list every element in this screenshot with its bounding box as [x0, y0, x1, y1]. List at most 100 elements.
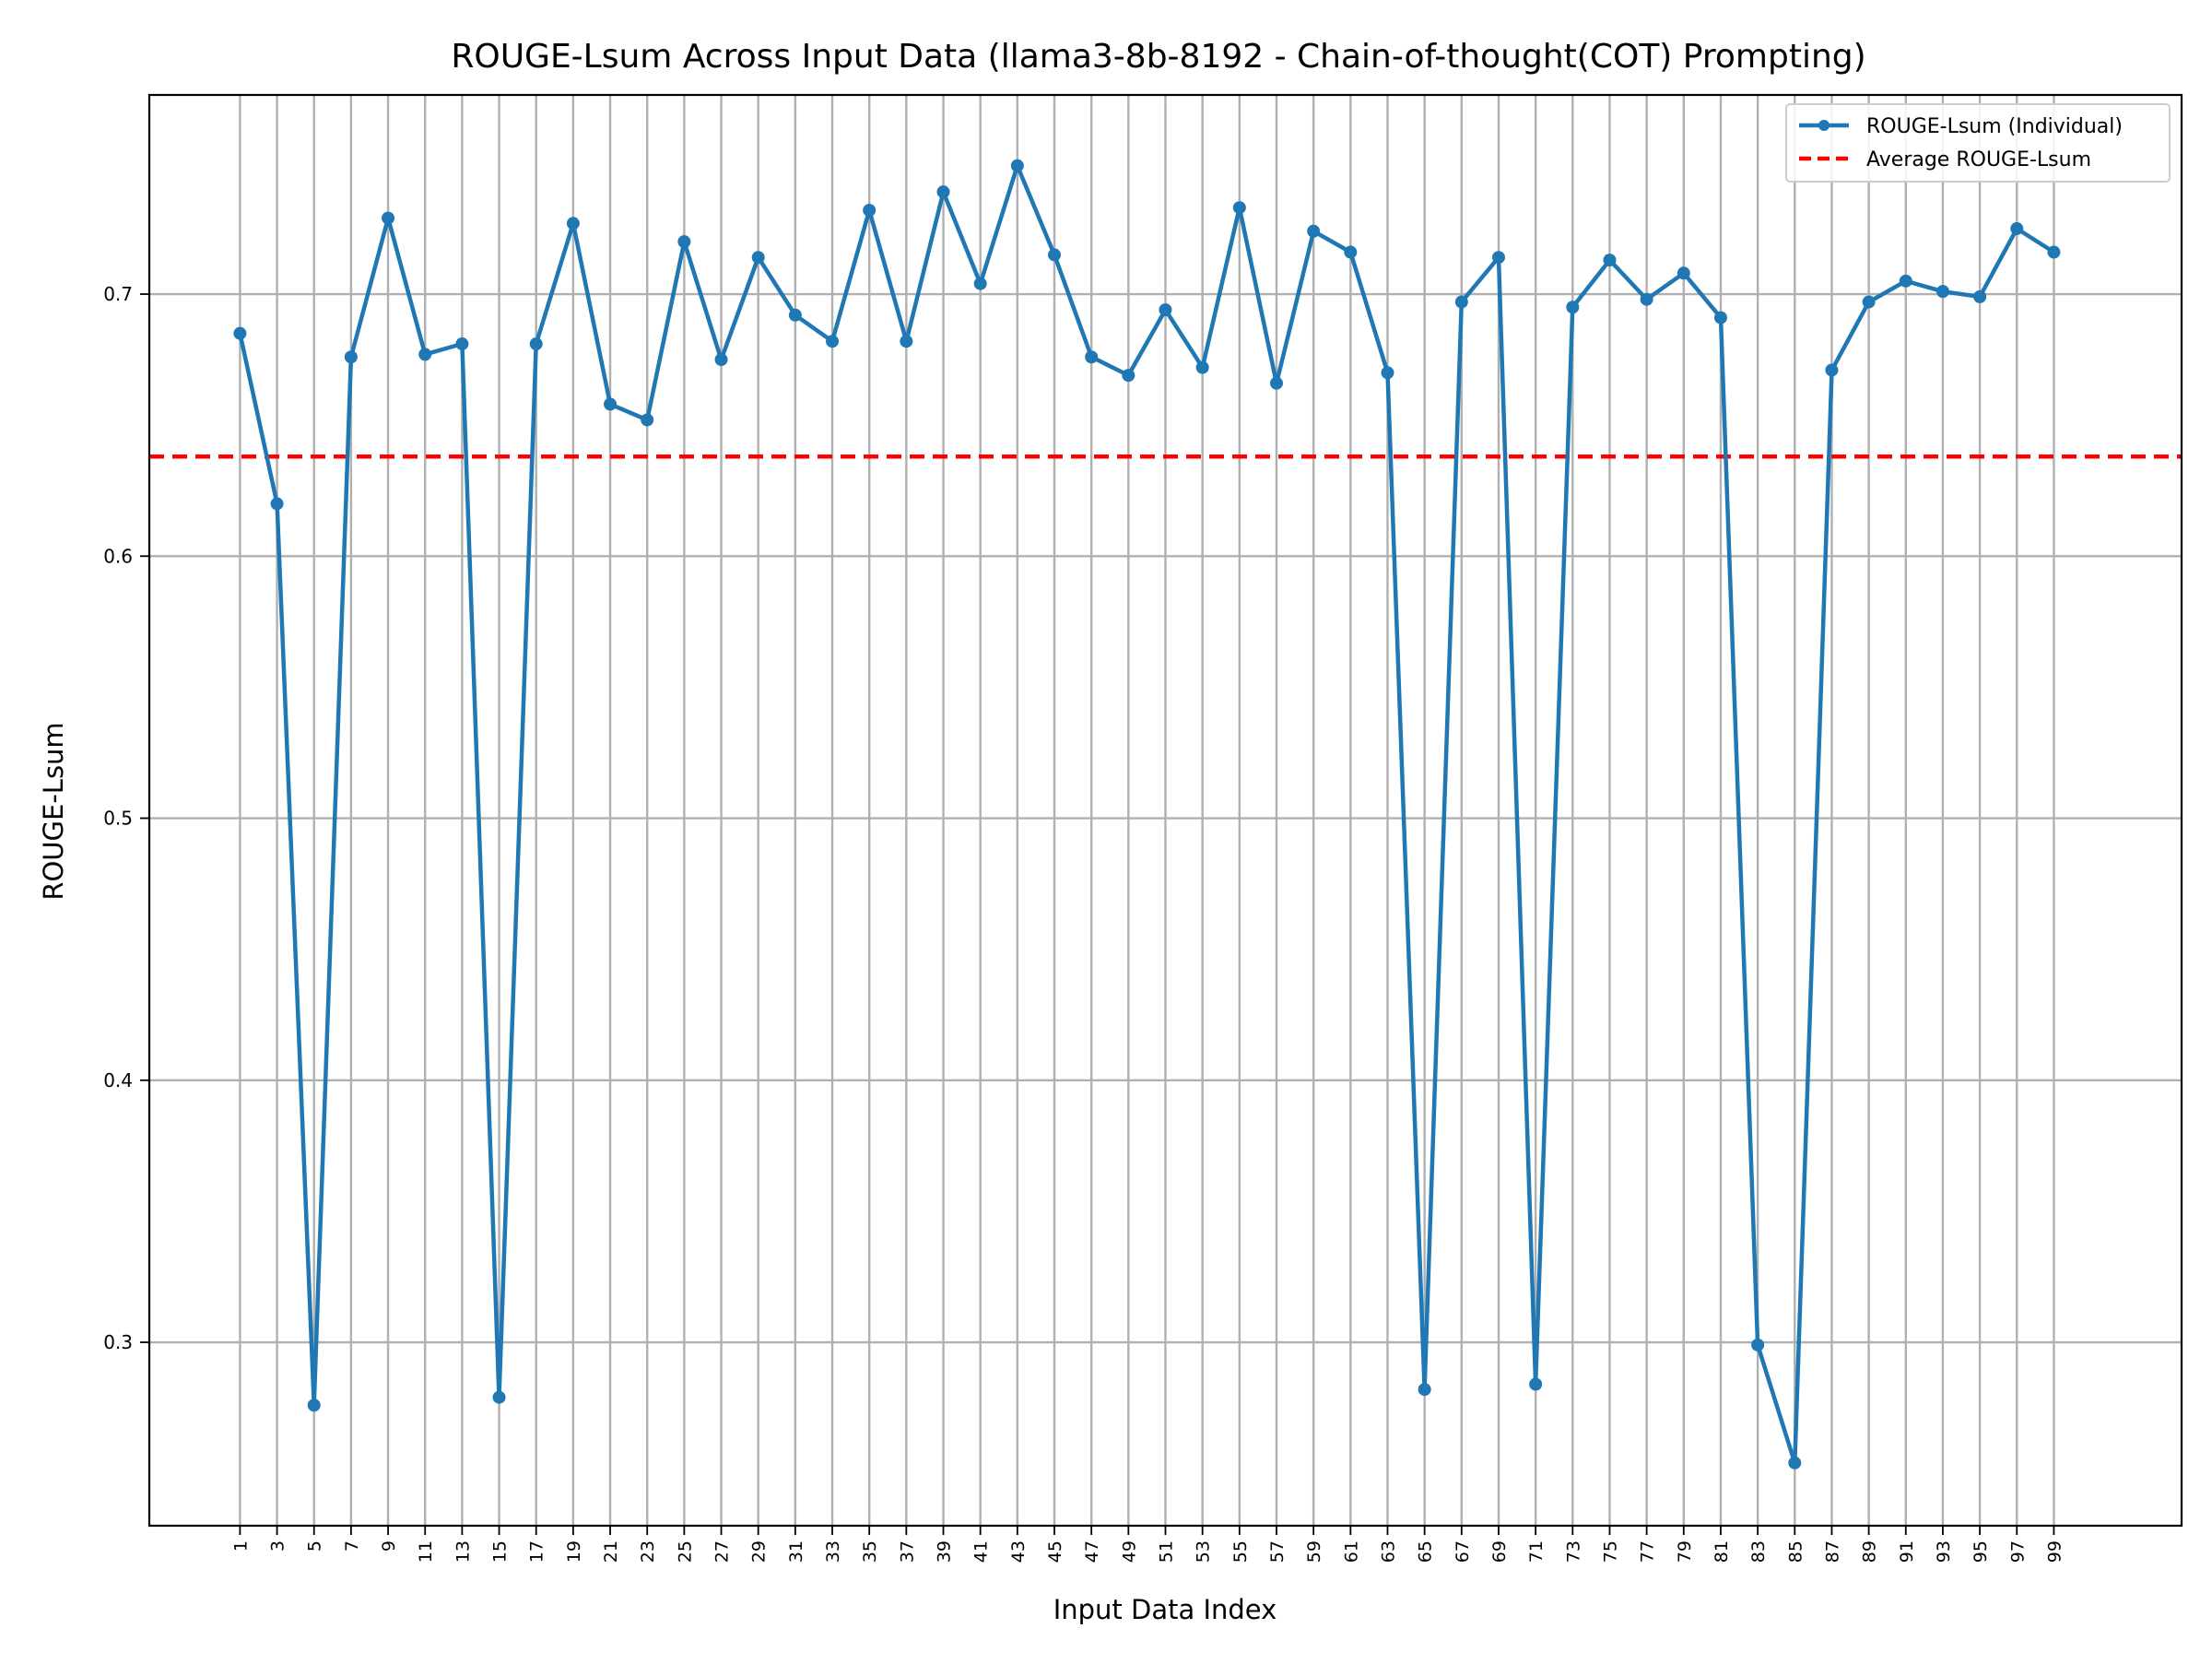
data-point [270, 497, 284, 511]
legend-label-average: Average ROUGE-Lsum [1866, 148, 2091, 171]
x-tick-label: 45 [1045, 1540, 1065, 1563]
x-tick-label: 17 [527, 1540, 547, 1563]
data-point [677, 235, 691, 249]
data-point [826, 335, 840, 348]
data-point [233, 326, 247, 340]
data-point [973, 277, 987, 290]
x-tick-label: 21 [601, 1540, 621, 1563]
x-axis-label: Input Data Index [1053, 1594, 1277, 1625]
data-point [1936, 285, 1949, 299]
x-tick-label: 43 [1008, 1540, 1029, 1563]
x-tick-label: 37 [897, 1540, 917, 1563]
data-point [1122, 369, 1135, 383]
x-tick-label: 83 [1748, 1540, 1769, 1563]
x-tick-label: 13 [453, 1540, 473, 1563]
x-tick-label: 63 [1378, 1540, 1398, 1563]
data-point [344, 350, 358, 364]
data-point [1307, 224, 1321, 238]
data-point [2010, 221, 2024, 235]
x-tick-label: 55 [1230, 1540, 1251, 1563]
legend: ROUGE-Lsum (Individual) Average ROUGE-Ls… [1785, 103, 2171, 183]
x-tick-label: 1 [230, 1540, 251, 1552]
series-layer [233, 159, 2061, 1469]
y-tick-label: 0.4 [103, 1069, 133, 1092]
data-point [751, 251, 765, 265]
legend-label-individual: ROUGE-Lsum (Individual) [1866, 115, 2123, 138]
x-tick-label: 39 [935, 1540, 955, 1563]
data-point [863, 204, 877, 218]
data-point [1529, 1377, 1543, 1391]
legend-marker-individual [1818, 120, 1830, 131]
x-tick-label: 27 [712, 1540, 733, 1563]
y-tick-label: 0.6 [103, 545, 133, 567]
x-tick-label: 67 [1453, 1540, 1473, 1563]
x-tick-label: 77 [1638, 1540, 1658, 1563]
data-point [418, 348, 432, 361]
x-tick-label: 47 [1082, 1540, 1102, 1563]
x-tick-label: 57 [1267, 1540, 1288, 1563]
data-point [900, 335, 913, 348]
data-point [566, 217, 580, 230]
x-tick-label: 73 [1563, 1540, 1583, 1563]
x-tick-label: 23 [638, 1540, 658, 1563]
data-point [1603, 254, 1617, 267]
data-point [936, 185, 950, 199]
x-tick-label: 69 [1489, 1540, 1510, 1563]
legend-box [1785, 103, 2171, 183]
x-tick-label: 53 [1194, 1540, 1214, 1563]
data-point [455, 337, 469, 351]
x-tick-label: 29 [749, 1540, 770, 1563]
y-tick-label: 0.3 [103, 1331, 133, 1353]
data-point [1491, 251, 1505, 265]
x-tick-label: 85 [1785, 1540, 1806, 1563]
data-point [714, 353, 728, 367]
data-point [1788, 1456, 1802, 1469]
data-point [604, 397, 618, 411]
x-tick-label: 35 [860, 1540, 880, 1563]
x-tick-label: 81 [1712, 1540, 1732, 1563]
data-point [1269, 376, 1283, 390]
x-tick-label: 75 [1600, 1540, 1620, 1563]
data-point [1010, 159, 1024, 172]
data-point [1454, 295, 1468, 309]
x-tick-label: 59 [1304, 1540, 1324, 1563]
data-point [1566, 301, 1580, 314]
series-line-individual [238, 163, 2055, 1466]
x-tick-label: 93 [1934, 1540, 1954, 1563]
x-tick-label: 99 [2044, 1540, 2065, 1563]
y-axis-ticks: 0.3 0.4 0.5 0.6 0.7 [103, 283, 149, 1353]
data-point [788, 308, 802, 322]
data-point [2047, 245, 2061, 259]
data-point [1159, 303, 1172, 317]
data-point [1825, 363, 1839, 377]
data-point [1418, 1383, 1431, 1397]
grid-lines [149, 95, 2182, 1526]
x-tick-label: 79 [1675, 1540, 1695, 1563]
x-tick-label: 15 [490, 1540, 511, 1563]
x-tick-label: 65 [1416, 1540, 1436, 1563]
data-point [1640, 292, 1653, 306]
x-tick-label: 3 [268, 1540, 288, 1552]
data-point [1381, 366, 1394, 380]
y-tick-label: 0.7 [103, 283, 133, 305]
x-tick-label: 95 [1971, 1540, 1991, 1563]
data-point [1899, 274, 1912, 288]
data-point [1048, 248, 1062, 262]
x-tick-label: 61 [1341, 1540, 1361, 1563]
data-point [1751, 1338, 1765, 1351]
data-point [1344, 245, 1358, 259]
x-tick-label: 49 [1119, 1540, 1139, 1563]
x-tick-label: 97 [2007, 1540, 2028, 1563]
data-point [1973, 289, 1987, 303]
data-point [1085, 350, 1099, 364]
x-tick-label: 89 [1860, 1540, 1880, 1563]
x-tick-label: 9 [379, 1540, 399, 1552]
data-point [492, 1390, 506, 1404]
x-tick-label: 5 [305, 1540, 325, 1552]
x-tick-label: 71 [1526, 1540, 1547, 1563]
x-tick-label: 11 [416, 1540, 436, 1563]
x-tick-label: 31 [786, 1540, 806, 1563]
